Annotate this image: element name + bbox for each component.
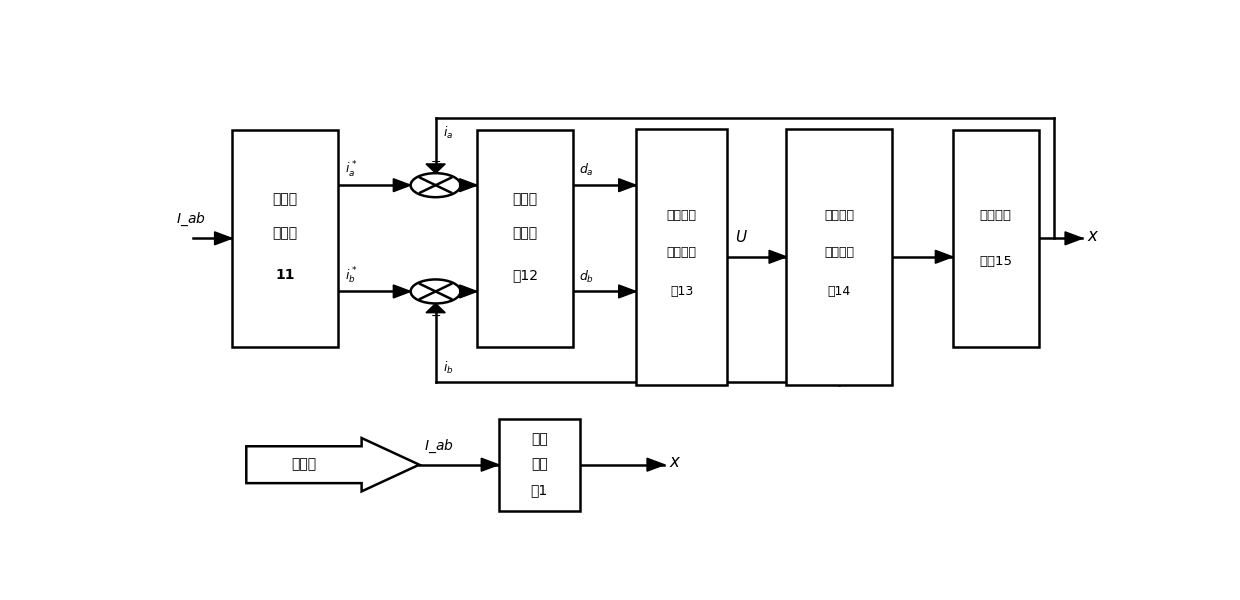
- FancyBboxPatch shape: [232, 130, 337, 347]
- Text: 等效为: 等效为: [291, 458, 316, 472]
- Text: 承14: 承14: [827, 285, 851, 298]
- Text: 位移检测: 位移检测: [980, 209, 1012, 222]
- Text: 承系: 承系: [531, 458, 548, 472]
- Text: $I\_ab$: $I\_ab$: [176, 211, 206, 228]
- Text: $x$: $x$: [670, 454, 682, 472]
- Polygon shape: [1065, 232, 1083, 245]
- FancyBboxPatch shape: [952, 130, 1039, 347]
- Text: 制器模: 制器模: [512, 227, 538, 241]
- Circle shape: [410, 280, 460, 304]
- Polygon shape: [619, 285, 636, 298]
- Text: 11: 11: [275, 268, 294, 282]
- Circle shape: [410, 173, 460, 197]
- Text: 电流控: 电流控: [512, 192, 538, 206]
- Text: 模块15: 模块15: [980, 255, 1012, 268]
- Polygon shape: [393, 285, 410, 298]
- Text: $+$: $+$: [388, 179, 399, 191]
- Polygon shape: [481, 458, 498, 471]
- Text: $i_a^*$: $i_a^*$: [345, 160, 357, 179]
- FancyBboxPatch shape: [477, 130, 573, 347]
- Text: 磁轴: 磁轴: [531, 432, 548, 446]
- Polygon shape: [935, 250, 952, 263]
- Text: $d_a$: $d_a$: [579, 162, 594, 178]
- Text: $i_b$: $i_b$: [444, 360, 454, 376]
- Text: $+$: $+$: [388, 285, 399, 298]
- Text: 置模块: 置模块: [272, 227, 298, 241]
- Text: $-$: $-$: [430, 309, 441, 322]
- Text: $i_b^*$: $i_b^*$: [345, 266, 357, 286]
- FancyBboxPatch shape: [786, 128, 892, 385]
- Polygon shape: [247, 438, 419, 491]
- Text: 块13: 块13: [670, 285, 693, 298]
- Polygon shape: [460, 285, 477, 298]
- Polygon shape: [460, 179, 477, 191]
- Polygon shape: [427, 164, 445, 173]
- Text: 块12: 块12: [512, 268, 538, 282]
- FancyBboxPatch shape: [498, 419, 580, 511]
- Polygon shape: [393, 179, 410, 191]
- Text: $-$: $-$: [430, 155, 441, 167]
- Text: 机床主轴: 机床主轴: [825, 209, 854, 222]
- Text: 磁轴承驱: 磁轴承驱: [667, 209, 697, 222]
- Text: $i_a$: $i_a$: [444, 125, 454, 141]
- Polygon shape: [427, 304, 445, 313]
- Text: 动电路模: 动电路模: [667, 245, 697, 259]
- Polygon shape: [619, 179, 636, 191]
- Text: $x$: $x$: [1087, 227, 1100, 245]
- Text: $I\_ab$: $I\_ab$: [424, 437, 454, 455]
- Text: 电流偏: 电流偏: [272, 192, 298, 206]
- FancyBboxPatch shape: [636, 128, 728, 385]
- Polygon shape: [769, 250, 786, 263]
- Polygon shape: [215, 232, 232, 245]
- Text: 统1: 统1: [531, 483, 548, 497]
- Text: 径向磁轴: 径向磁轴: [825, 245, 854, 259]
- Polygon shape: [647, 458, 665, 471]
- Text: $d_b$: $d_b$: [579, 268, 594, 284]
- Text: $U$: $U$: [735, 229, 748, 245]
